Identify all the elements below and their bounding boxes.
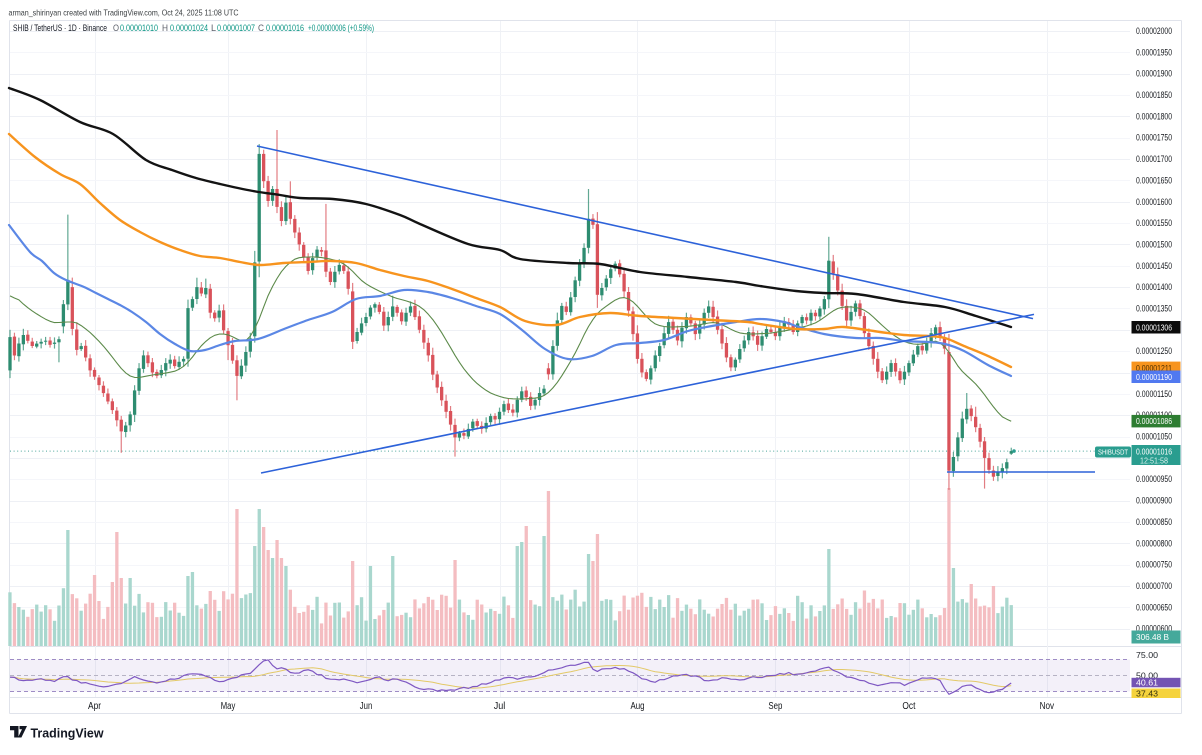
svg-text:TradingView: TradingView xyxy=(31,727,104,741)
svg-text:0.00001250: 0.00001250 xyxy=(1136,346,1172,357)
svg-text:0.00001600: 0.00001600 xyxy=(1136,197,1172,208)
svg-text:0.00001900: 0.00001900 xyxy=(1136,69,1172,80)
svg-text:0.00000600: 0.00000600 xyxy=(1136,624,1172,635)
svg-text:0.00001550: 0.00001550 xyxy=(1136,218,1172,229)
svg-text:0.00001850: 0.00001850 xyxy=(1136,90,1172,101)
svg-text:0.00000900: 0.00000900 xyxy=(1136,496,1172,507)
svg-text:H: H xyxy=(162,23,168,34)
svg-text:Aug: Aug xyxy=(631,701,645,712)
svg-text:306.48 B: 306.48 B xyxy=(1136,632,1169,642)
svg-text:0.00000750: 0.00000750 xyxy=(1136,560,1172,571)
svg-text:Sep: Sep xyxy=(768,701,782,712)
svg-text:0.00000950: 0.00000950 xyxy=(1136,474,1172,485)
svg-text:40.61: 40.61 xyxy=(1136,678,1158,688)
svg-text:0.00001016: 0.00001016 xyxy=(266,23,304,34)
svg-text:SHIB / TetherUS · 1D · Binance: SHIB / TetherUS · 1D · Binance xyxy=(13,23,107,34)
svg-text:0.00001650: 0.00001650 xyxy=(1136,175,1172,186)
svg-text:0.00001211: 0.00001211 xyxy=(1136,363,1172,373)
svg-text:0.00001750: 0.00001750 xyxy=(1136,133,1172,144)
svg-text:0.00000700: 0.00000700 xyxy=(1136,581,1172,592)
svg-text:50.00: 50.00 xyxy=(1136,671,1158,681)
svg-text:O: O xyxy=(113,23,119,34)
svg-text:SHIBUSDT: SHIBUSDT xyxy=(1098,448,1128,457)
svg-text:0.00001016: 0.00001016 xyxy=(1136,447,1172,457)
svg-text:+0.00000006 (+0.59%): +0.00000006 (+0.59%) xyxy=(308,23,374,34)
svg-text:0.00001450: 0.00001450 xyxy=(1136,261,1172,272)
svg-text:0.00001400: 0.00001400 xyxy=(1136,282,1172,293)
svg-text:0.00001190: 0.00001190 xyxy=(1136,372,1172,382)
svg-text:arman_shirinyan created with T: arman_shirinyan created with TradingView… xyxy=(9,8,239,18)
svg-text:0.00000650: 0.00000650 xyxy=(1136,602,1172,613)
svg-text:Nov: Nov xyxy=(1040,701,1055,712)
svg-text:C: C xyxy=(258,23,264,34)
svg-text:0.00002000: 0.00002000 xyxy=(1136,26,1172,37)
svg-text:Oct: Oct xyxy=(902,701,915,712)
svg-text:0.00001024: 0.00001024 xyxy=(170,23,208,34)
svg-text:0.00001007: 0.00001007 xyxy=(217,23,255,34)
svg-text:Jul: Jul xyxy=(494,701,506,712)
svg-text:Jun: Jun xyxy=(360,701,373,712)
svg-text:0.00001050: 0.00001050 xyxy=(1136,432,1172,443)
svg-text:0.00001950: 0.00001950 xyxy=(1136,47,1172,58)
svg-text:12:51:58: 12:51:58 xyxy=(1140,456,1168,466)
svg-text:0.00000850: 0.00000850 xyxy=(1136,517,1172,528)
svg-text:May: May xyxy=(221,701,236,712)
svg-text:75.00: 75.00 xyxy=(1136,650,1158,660)
svg-text:0.00001306: 0.00001306 xyxy=(1136,322,1172,332)
svg-text:0.00001700: 0.00001700 xyxy=(1136,154,1172,165)
svg-text:0.00001150: 0.00001150 xyxy=(1136,389,1172,400)
svg-text:37.43: 37.43 xyxy=(1136,688,1158,698)
svg-text:Apr: Apr xyxy=(88,701,102,712)
svg-text:0.00000800: 0.00000800 xyxy=(1136,538,1172,549)
svg-text:0.00001086: 0.00001086 xyxy=(1136,416,1172,426)
svg-text:0.00001800: 0.00001800 xyxy=(1136,111,1172,122)
svg-text:0.00001500: 0.00001500 xyxy=(1136,239,1172,250)
svg-text:0.00001350: 0.00001350 xyxy=(1136,304,1172,315)
svg-text:L: L xyxy=(211,23,216,34)
svg-text:0.00001010: 0.00001010 xyxy=(120,23,158,34)
